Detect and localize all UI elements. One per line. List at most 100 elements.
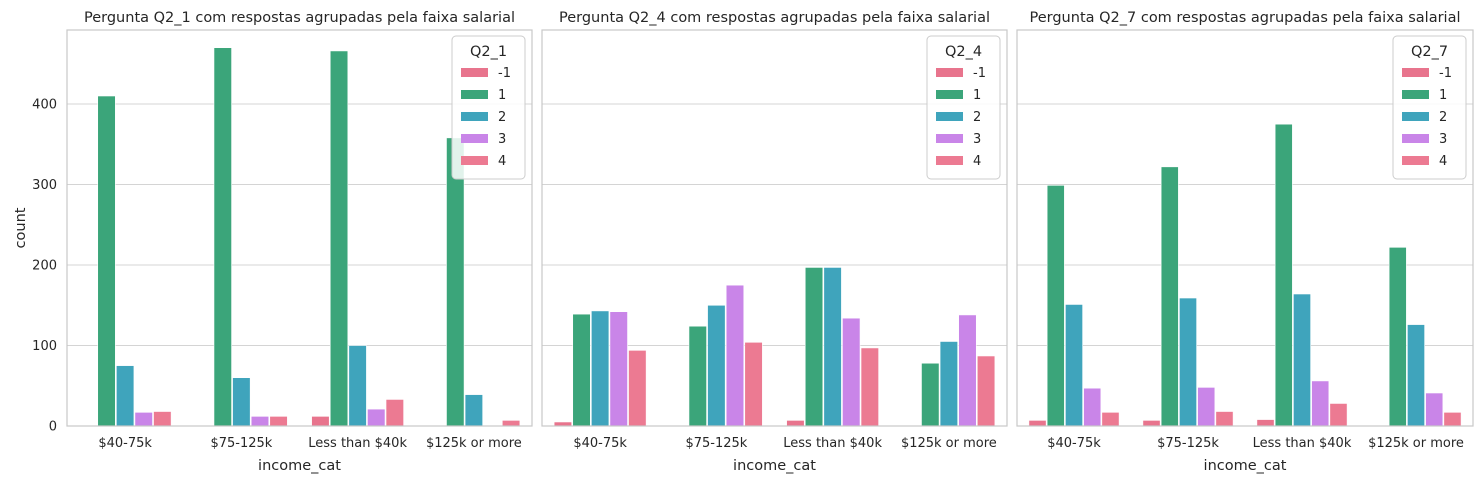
- y-tick-label: 300: [32, 178, 57, 193]
- bar: [1407, 324, 1425, 427]
- legend-swatch: [461, 90, 488, 99]
- bar: [250, 416, 270, 427]
- bar: [1179, 297, 1197, 427]
- legend-swatch: [1402, 68, 1429, 77]
- bar: [1083, 387, 1102, 427]
- y-tick-label: 0: [49, 420, 57, 435]
- legend-entry: 2: [973, 110, 981, 125]
- legend-entry: 4: [1439, 154, 1447, 169]
- legend-swatch: [1402, 90, 1429, 99]
- legend-entry: 2: [498, 110, 506, 125]
- bar: [116, 365, 135, 427]
- bar: [1046, 185, 1065, 427]
- legend-entry: 3: [498, 132, 506, 147]
- bar: [553, 421, 573, 427]
- bar: [976, 355, 996, 427]
- chart-panel-1: 0 100 200 300 400 $40-75k $75-125k Less than $4…: [13, 10, 533, 474]
- bar: [1388, 247, 1407, 427]
- x-tick-label: $125k or more: [1368, 436, 1464, 451]
- bar: [804, 267, 824, 427]
- legend-swatch: [461, 134, 488, 143]
- bar: [501, 420, 521, 427]
- bar: [1028, 420, 1047, 427]
- bar: [1329, 403, 1348, 427]
- legend-swatch: [936, 112, 963, 121]
- chart-title: Pergunta Q2_7 com respostas agrupadas pe…: [1030, 10, 1461, 26]
- bar: [1142, 420, 1161, 427]
- plot-frame: [541, 29, 1008, 427]
- bar: [1443, 412, 1462, 427]
- bar: [707, 304, 726, 427]
- legend: Q2_1 -1 1 2 3 4: [451, 35, 526, 180]
- x-tick-label: Less than $40k: [1253, 436, 1352, 451]
- x-axis-label: income_cat: [1204, 458, 1287, 474]
- chart-title: Pergunta Q2_4 com respostas agrupadas pe…: [559, 10, 990, 26]
- x-tick-label: $75-125k: [685, 436, 747, 451]
- legend-entry: -1: [498, 66, 511, 81]
- legend-entry: -1: [973, 66, 986, 81]
- bar: [1425, 392, 1444, 427]
- bar: [1311, 380, 1330, 427]
- bar: [97, 95, 116, 427]
- bar: [572, 313, 591, 427]
- bar: [134, 412, 153, 427]
- legend-swatch: [1402, 134, 1429, 143]
- chart-title: Pergunta Q2_1 com respostas agrupadas pe…: [84, 10, 515, 26]
- bar: [1101, 412, 1120, 427]
- x-tick-label: $40-75k: [98, 436, 152, 451]
- bar: [628, 350, 647, 427]
- legend-swatch: [1402, 112, 1429, 121]
- bar: [939, 341, 958, 427]
- legend-entry: 1: [498, 88, 506, 103]
- legend-title: Q2_1: [470, 44, 507, 60]
- legend-entry: 4: [973, 154, 981, 169]
- bar: [958, 314, 977, 427]
- y-axis-label: count: [13, 207, 29, 248]
- legend-entry: -1: [1439, 66, 1452, 81]
- x-tick-label: $125k or more: [426, 436, 522, 451]
- x-tick-label: $125k or more: [901, 436, 997, 451]
- bar: [1197, 387, 1216, 427]
- bar: [1215, 411, 1234, 427]
- bar: [744, 341, 763, 427]
- bar: [1160, 166, 1179, 427]
- legend-swatch: [936, 68, 963, 77]
- plot-frame: [66, 29, 533, 427]
- bar: [842, 317, 861, 427]
- x-tick-label: $40-75k: [573, 436, 627, 451]
- bar: [269, 416, 288, 427]
- legend-title: Q2_7: [1411, 44, 1448, 60]
- bar: [609, 311, 628, 427]
- legend-swatch: [936, 90, 963, 99]
- x-axis-label: income_cat: [733, 458, 816, 474]
- bar: [213, 47, 232, 427]
- bar: [786, 420, 805, 427]
- y-tick-label: 100: [32, 339, 57, 354]
- bar: [348, 345, 367, 427]
- legend-entry: 3: [1439, 132, 1447, 147]
- plot-frame: [1016, 29, 1474, 427]
- legend-swatch: [461, 68, 488, 77]
- y-tick-label: 400: [32, 98, 57, 113]
- legend-title: Q2_4: [945, 44, 982, 60]
- bar: [385, 399, 404, 427]
- bar: [725, 284, 745, 427]
- legend: Q2_7 -1 1 2 3 4: [1392, 35, 1467, 180]
- bar: [446, 137, 465, 427]
- legend-swatch: [936, 156, 963, 165]
- bar: [1274, 123, 1293, 427]
- chart-panel-3: $40-75k $75-125k Less than $40k $125k or mo…: [1016, 10, 1474, 474]
- legend-swatch: [936, 134, 963, 143]
- bar: [860, 347, 879, 427]
- legend-swatch: [1402, 156, 1429, 165]
- x-tick-label: $75-125k: [1157, 436, 1219, 451]
- x-tick-label: $75-125k: [210, 436, 272, 451]
- x-tick-label: $40-75k: [1047, 436, 1101, 451]
- x-axis-label: income_cat: [258, 458, 341, 474]
- bar: [591, 310, 610, 427]
- legend-entry: 4: [498, 154, 506, 169]
- bar: [232, 377, 251, 427]
- bar: [823, 267, 842, 427]
- bar: [1256, 419, 1275, 427]
